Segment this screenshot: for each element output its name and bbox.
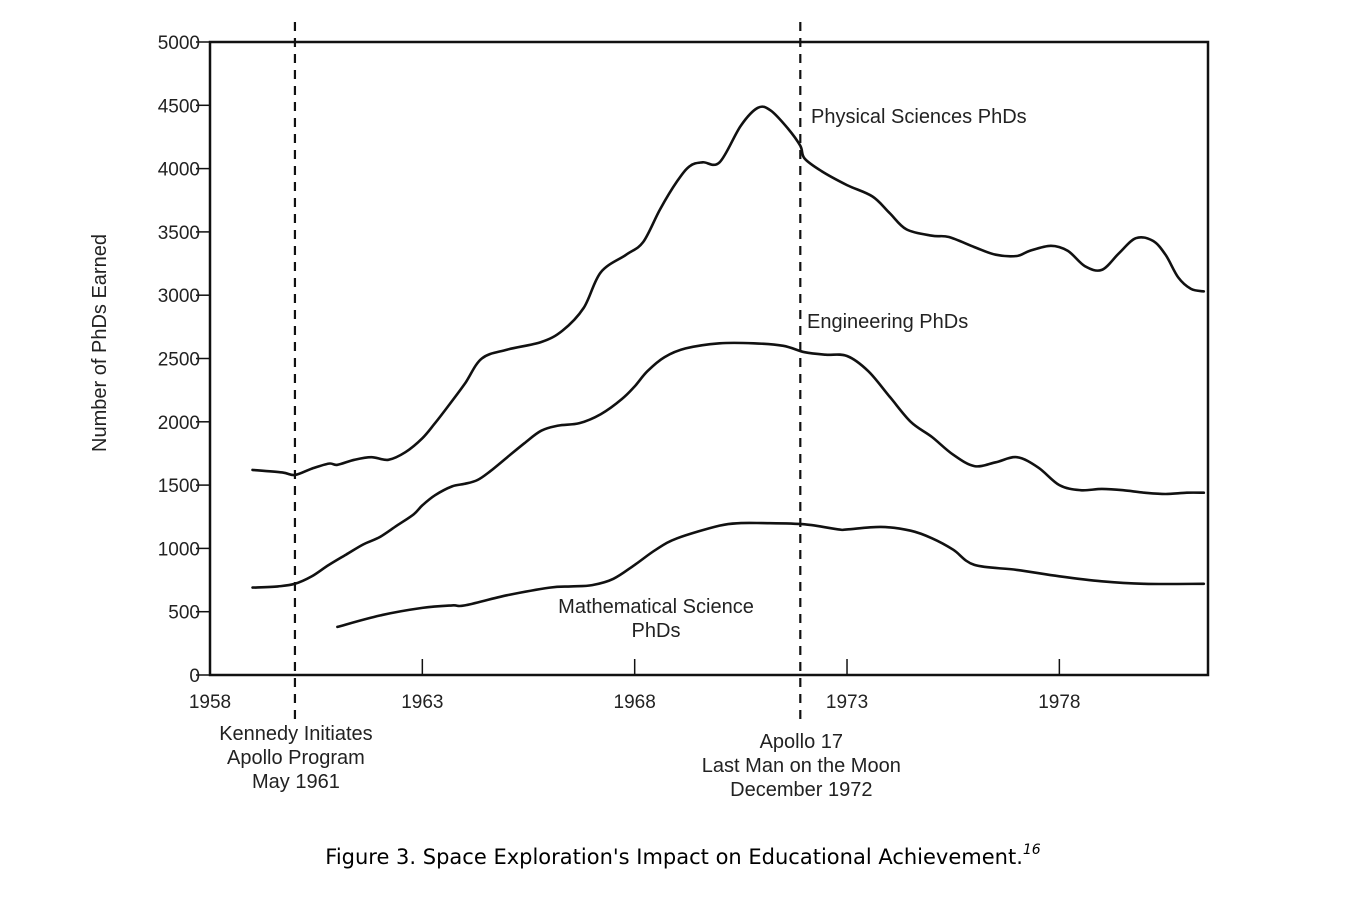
x-axis: 1958 1963 1968 1973 1978 bbox=[189, 659, 1081, 713]
kennedy-annotation-line: Kennedy Initiates bbox=[219, 723, 372, 745]
x-tick-label: 1973 bbox=[826, 692, 868, 713]
y-tick-label: 4500 bbox=[158, 96, 200, 117]
chart: 0 500 1000 1500 2000 2500 3000 3500 4000 4500 5000… bbox=[89, 22, 1210, 801]
engineering-line bbox=[251, 341, 1206, 589]
apollo17-annotation-line: December 1972 bbox=[730, 779, 872, 801]
series-lines bbox=[251, 105, 1206, 629]
engineering-label: Engineering PhDs bbox=[807, 311, 968, 333]
apollo17-annotation-line: Last Man on the Moon bbox=[702, 755, 901, 777]
mathematical-science-line bbox=[336, 521, 1206, 629]
y-tick-label: 4000 bbox=[158, 160, 200, 181]
y-tick-label: 500 bbox=[168, 603, 200, 624]
caption-text: Figure 3. Space Exploration's Impact on … bbox=[325, 845, 1023, 869]
y-tick-label: 3500 bbox=[158, 223, 200, 244]
series-labels: Physical Sciences PhDs Engineering PhDs Ma… bbox=[558, 106, 1026, 642]
x-tick-label: 1968 bbox=[614, 692, 656, 713]
y-tick-label: 2000 bbox=[158, 413, 200, 434]
kennedy-annotation-line: Apollo Program bbox=[227, 747, 365, 769]
y-tick-label: 0 bbox=[189, 666, 200, 687]
x-tick-label: 1978 bbox=[1038, 692, 1080, 713]
y-tick-label: 1000 bbox=[158, 539, 200, 560]
apollo17-annotation-line: Apollo 17 bbox=[760, 731, 843, 753]
plot-frame bbox=[208, 40, 1210, 677]
kennedy-annotation-line: May 1961 bbox=[252, 771, 340, 793]
physical-sciences-label: Physical Sciences PhDs bbox=[811, 106, 1027, 128]
footnote-marker: 16 bbox=[1022, 842, 1041, 858]
x-tick-label: 1958 bbox=[189, 692, 231, 713]
y-tick-label: 1500 bbox=[158, 476, 200, 497]
y-axis-title: Number of PhDs Earned bbox=[89, 234, 111, 452]
y-tick-label: 2500 bbox=[158, 350, 200, 371]
x-tick-label: 1963 bbox=[401, 692, 443, 713]
y-tick-label: 5000 bbox=[158, 33, 200, 54]
physical-sciences-line bbox=[251, 105, 1206, 477]
mathematical-science-label: Mathematical Science bbox=[558, 596, 754, 618]
y-axis: 0 500 1000 1500 2000 2500 3000 3500 4000 4500 5000 bbox=[158, 33, 210, 687]
mathematical-science-label: PhDs bbox=[632, 620, 681, 642]
figure-caption: Figure 3. Space Exploration's Impact on … bbox=[0, 842, 1366, 869]
event-markers bbox=[293, 22, 802, 722]
y-tick-label: 3000 bbox=[158, 286, 200, 307]
